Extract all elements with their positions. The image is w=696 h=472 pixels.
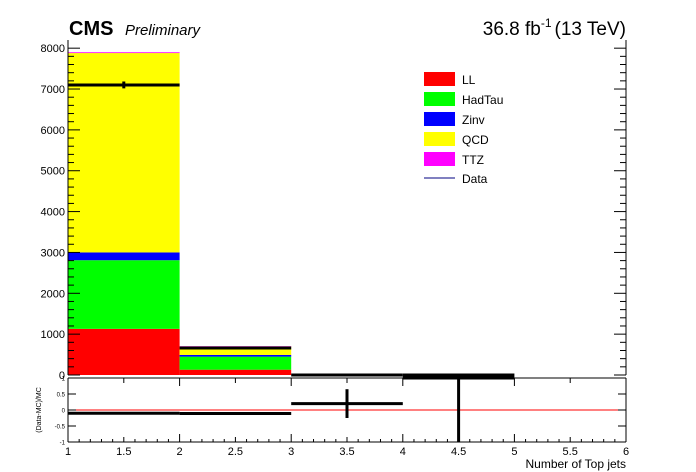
luminosity-label: 36.8 fb-1 (13 TeV)	[483, 16, 626, 40]
x-tick-label: 3	[288, 446, 294, 458]
y-tick-label: 6000	[41, 125, 65, 137]
bar-hadtau-bin2	[179, 356, 292, 370]
y-tick-label: 2000	[41, 288, 65, 300]
y-tick-label: 7000	[41, 84, 65, 96]
experiment-label: CMS	[69, 18, 113, 40]
legend: LL HadTau Zinv QCD TTZ Data	[424, 72, 503, 186]
legend-label-qcd: QCD	[462, 133, 489, 147]
bar-zinv-bin2	[179, 354, 292, 357]
main-axes: 0 1000 2000 3000 4000 5000 6000 7000 8000	[41, 40, 627, 382]
lumi-value: 36.8 fb	[483, 19, 541, 40]
stacked-bars	[68, 52, 292, 375]
legend-swatch-ttz	[424, 152, 455, 166]
ratio-y-tick-label: 0	[62, 409, 66, 415]
legend-swatch-hadtau	[424, 92, 455, 106]
legend-swatch-zinv	[424, 112, 455, 126]
bar-zinv-bin1	[68, 252, 180, 261]
x-tick-label: 3.5	[339, 446, 354, 458]
x-tick-label: 1.5	[116, 446, 131, 458]
ratio-y-tick-label: 0.5	[57, 393, 66, 399]
ratio-y-axis-label: (Data-MC)/MC	[36, 387, 43, 433]
legend-label-ttz: TTZ	[462, 153, 484, 167]
legend-label-ll: LL	[462, 73, 476, 87]
y-tick-label: 3000	[41, 247, 65, 259]
ratio-y-tick-label: -1	[60, 441, 66, 447]
x-tick-label: 2.5	[228, 446, 243, 458]
x-tick-label: 5	[511, 446, 517, 458]
y-tick-label: 5000	[41, 166, 65, 178]
legend-label-zinv: Zinv	[462, 113, 485, 127]
ratio-y-tick-label: 1	[62, 377, 66, 383]
y-tick-label: 1000	[41, 329, 65, 341]
lumi-exponent: -1	[541, 16, 552, 30]
x-tick-label: 5.5	[563, 446, 578, 458]
x-tick-label: 4.5	[451, 446, 466, 458]
data-points	[68, 81, 515, 377]
energy-label: (13 TeV)	[555, 19, 626, 40]
legend-label-data: Data	[462, 172, 488, 186]
x-tick-label: 2	[177, 446, 183, 458]
x-tick-label: 1	[65, 446, 71, 458]
bar-hadtau-bin1	[68, 260, 180, 329]
legend-swatch-qcd	[424, 132, 455, 146]
status-label: Preliminary	[125, 22, 202, 39]
bar-ll-bin1	[68, 328, 180, 375]
bar-qcd-bin2	[179, 346, 292, 355]
legend-swatch-ll	[424, 72, 455, 86]
ratio-panel: -1 -0.5 0 0.5 1 1 1.5 2 2.5 3 3.5 4 4.5 5 5.5 6	[55, 376, 629, 458]
legend-label-hadtau: HadTau	[462, 93, 503, 107]
bar-ttz-bin1	[68, 52, 180, 54]
x-tick-label: 4	[400, 446, 406, 458]
x-axis-label: Number of Top jets	[526, 457, 627, 471]
y-tick-label: 0	[59, 370, 65, 382]
bar-ll-bin2	[179, 369, 292, 375]
y-tick-label: 4000	[41, 207, 65, 219]
x-tick-label: 6	[623, 446, 629, 458]
y-tick-label: 8000	[41, 43, 65, 55]
ratio-y-tick-label: -0.5	[55, 425, 66, 431]
